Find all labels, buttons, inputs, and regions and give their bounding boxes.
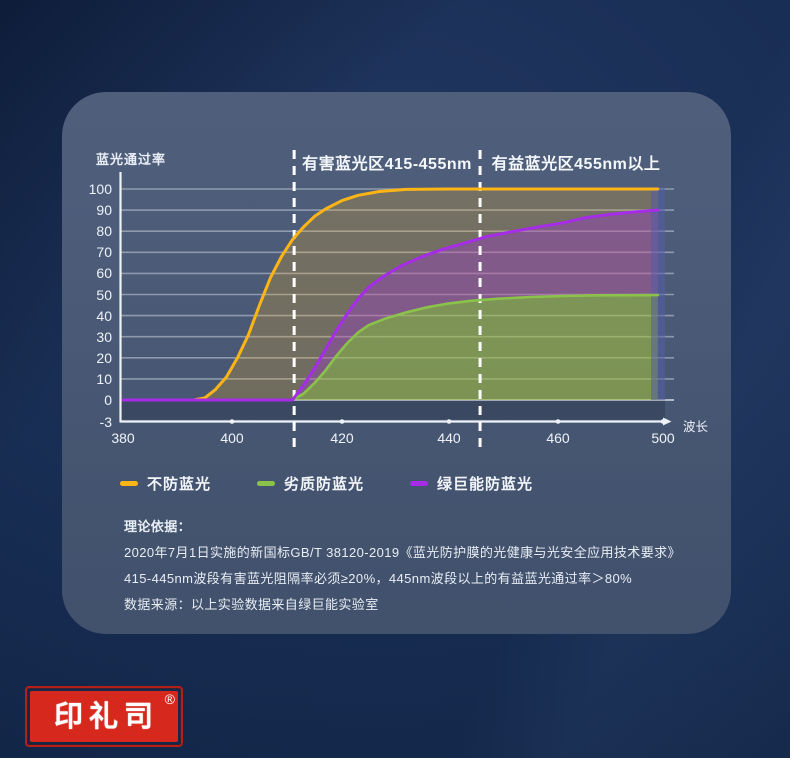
y-tick-label: 30 [96,328,112,345]
legend-item: 不防蓝光 [120,475,212,493]
y-tick-label: 80 [96,223,112,240]
note-line: 415-445nm波段有害蓝光阻隔率必须≥20%，445nm波段以上的有益蓝光通… [124,571,633,586]
legend-item: 绿巨能防蓝光 [410,475,534,493]
x-tick-label: 420 [330,430,354,446]
note-line: 数据来源：以上实验数据来自绿巨能实验室 [124,597,379,612]
y-tick-label: 100 [88,181,112,197]
x-tick-label: 400 [220,430,244,446]
y-tick-label: 90 [96,202,112,219]
note-line: 理论依据： [124,519,192,534]
y-tick-label: 70 [96,244,112,261]
y-tick-label: 60 [96,265,112,282]
legend-item: 劣质防蓝光 [257,475,365,493]
x-tick-label: 500 [651,430,675,446]
legend-swatch [120,480,138,486]
legend-label: 绿巨能防蓝光 [437,475,534,493]
y-tick-label: -3 [99,413,112,430]
x-tick-label: 440 [437,430,461,446]
legend-swatch [410,480,428,486]
legend-label: 不防蓝光 [147,475,212,493]
x-tick-label: 380 [111,430,135,446]
registered-mark-icon: ® [164,691,175,707]
brand-stamp: 印礼司 ® [25,686,183,747]
y-tick-label: 50 [96,286,112,303]
x-axis-unit-label: 波长 [683,420,709,434]
x-tick-label: 460 [546,430,570,446]
note-line: 2020年7月1日实施的新国标GB/T 38120-2019《蓝光防护膜的光健康… [124,545,681,560]
y-tick-label: 10 [96,370,112,387]
y-tick-label: 0 [104,392,112,408]
notes-block: 理论依据： 2020年7月1日实施的新国标GB/T 38120-2019《蓝光防护… [124,514,681,618]
brand-stamp-inner: 印礼司 ® [30,691,178,742]
y-tick-label: 40 [96,307,112,324]
brand-stamp-text: 印礼司 [53,699,159,733]
region-title-harmful: 有害蓝光区415-455nm [302,156,472,173]
legend-label: 劣质防蓝光 [284,475,365,493]
y-tick-label: 20 [96,349,112,366]
legend-swatch [257,480,275,486]
y-axis-title: 蓝光通过率 [96,152,167,167]
region-title-beneficial: 有益蓝光区455nm以上 [491,156,661,173]
